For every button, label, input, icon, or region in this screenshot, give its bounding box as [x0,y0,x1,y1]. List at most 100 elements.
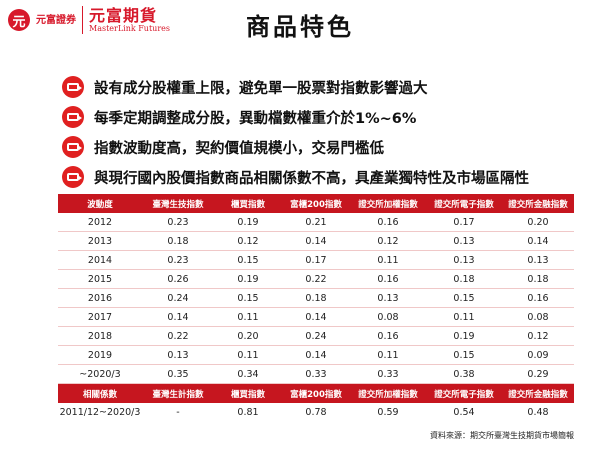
header-cell: 證交所加權指數 [350,194,426,213]
table-cell: 0.33 [282,364,350,384]
video-bullet-icon [62,76,84,98]
feature-text: 指數波動度高，契約價值規模小，交易門檻低 [94,140,384,157]
table-cell: 0.48 [527,406,549,418]
table-cell: 0.14 [282,231,350,251]
table-cell: 0.23 [142,213,214,232]
table-row: 2014 0.23 0.15 0.17 0.11 0.13 0.13 [58,250,574,270]
table-cell: 2014 [58,250,142,270]
table-cell: 0.18 [282,288,350,308]
header-cell: 富櫃200指數 [282,194,350,213]
table-cell: 0.14 [502,231,574,251]
header-cell: 證交所金融指數 [502,383,574,403]
table-row: 2016 0.24 0.15 0.18 0.13 0.15 0.16 [58,288,574,308]
feature-item: 與現行國內股價指數商品相關係數不高，具產業獨特性及市場區隔性 [62,162,582,192]
brand-name-en: MasterLink Futures [89,23,170,33]
table-cell: 0.13 [502,250,574,270]
brand-name-cn: 元富期貨 [89,5,158,25]
video-bullet-icon [62,136,84,158]
table-cell: 0.13 [426,250,502,270]
header-cell: 證交所電子指數 [426,194,502,213]
table-cell: 0.16 [502,288,574,308]
logo-securities-text: 元富證券 [36,14,76,26]
company-logo: 元 元富證券 元富期貨 MasterLink Futures [8,6,170,34]
feature-list: 設有成分股權重上限，避免單一股票對指數影響過大 每季定期調整成分股，異動檔數權重… [62,72,582,192]
source-note: 資料來源：期交所臺灣生技期貨市場簡報 [430,431,574,440]
table-row: 2019 0.13 0.11 0.14 0.11 0.15 0.09 [58,345,574,365]
table-cell: 0.11 [214,345,282,365]
table-cell: 0.13 [426,231,502,251]
table-cell: 0.14 [282,345,350,365]
table-cell: 0.12 [350,231,426,251]
table-cell: 0.22 [142,326,214,346]
table-cell: 0.19 [214,213,282,232]
table-cell: 2019 [58,345,142,365]
table-cell: 0.12 [214,231,282,251]
table-cell: 0.15 [214,288,282,308]
header-cell: 證交所金融指數 [502,194,574,213]
table-cell: 0.23 [142,250,214,270]
table-cell: 2017 [58,307,142,327]
table-cell: 0.15 [426,288,502,308]
table-cell: 0.13 [142,345,214,365]
table-cell: 0.11 [214,307,282,327]
table-cell: 0.11 [426,307,502,327]
correlation-header-row: 相關係數 臺灣生計指數 櫃買指數 富櫃200指數 證交所加權指數 證交所電子指數… [58,383,574,403]
table-cell: 0.16 [350,326,426,346]
correlation-row: 2011/12~2020/3 - 0.81 0.78 0.59 0.54 0.4… [58,403,574,421]
table-cell: 0.78 [305,406,327,418]
table-cell: 0.12 [502,326,574,346]
header-cell: 相關係數 [58,383,142,403]
table-cell: 0.14 [142,307,214,327]
table-cell: 0.24 [282,326,350,346]
table-cell: 0.20 [502,213,574,232]
table-cell: ~2020/3 [58,364,142,384]
table-cell: 2011/12~2020/3 [59,406,141,418]
feature-text: 設有成分股權重上限，避免單一股票對指數影響過大 [94,80,428,97]
header-cell: 富櫃200指數 [282,383,350,403]
table-cell: 0.18 [426,269,502,289]
table-cell: 2016 [58,288,142,308]
table-cell: 0.34 [214,364,282,384]
table-row: 2017 0.14 0.11 0.14 0.08 0.11 0.08 [58,307,574,327]
feature-text: 與現行國內股價指數商品相關係數不高，具產業獨特性及市場區隔性 [94,170,529,187]
table-cell: 0.09 [502,345,574,365]
table-cell: 2012 [58,213,142,232]
header-cell: 波動度 [58,194,142,213]
page-title: 商品特色 [246,13,354,41]
header-cell: 櫃買指數 [214,194,282,213]
table-cell: 0.14 [282,307,350,327]
table-row: 2013 0.18 0.12 0.14 0.12 0.13 0.14 [58,231,574,251]
table-cell: 0.16 [350,269,426,289]
table-cell: 0.15 [426,345,502,365]
table-cell: 0.17 [282,250,350,270]
volatility-correlation-table: 波動度 臺灣生技指數 櫃買指數 富櫃200指數 證交所加權指數 證交所電子指數 … [58,194,574,421]
header-cell: 臺灣生計指數 [142,383,214,403]
table-cell: 0.21 [282,213,350,232]
table-cell: 0.08 [350,307,426,327]
table-cell: 0.17 [426,213,502,232]
table-row: 2012 0.23 0.19 0.21 0.16 0.17 0.20 [58,213,574,232]
table-cell: - [176,406,180,418]
logo-mark-icon: 元 [8,9,30,31]
header-cell: 臺灣生技指數 [142,194,214,213]
video-bullet-icon [62,166,84,188]
header-cell: 證交所電子指數 [426,383,502,403]
header-cell: 證交所加權指數 [350,383,426,403]
table-cell: 0.16 [350,213,426,232]
table-cell: 0.24 [142,288,214,308]
table-cell: 0.38 [426,364,502,384]
table-cell: 0.18 [142,231,214,251]
table-cell: 0.59 [377,406,399,418]
table-cell: 0.19 [426,326,502,346]
volatility-body: 2012 0.23 0.19 0.21 0.16 0.17 0.20 2013 0.18 0.12… [58,213,574,384]
feature-text: 每季定期調整成分股，異動檔數權重介於1%~6% [94,110,417,127]
volatility-header-row: 波動度 臺灣生技指數 櫃買指數 富櫃200指數 證交所加權指數 證交所電子指數 … [58,194,574,213]
table-cell: 0.22 [282,269,350,289]
table-cell: 0.35 [142,364,214,384]
table-cell: 0.11 [350,345,426,365]
feature-item: 設有成分股權重上限，避免單一股票對指數影響過大 [62,72,582,102]
table-cell: 0.81 [237,406,259,418]
table-cell: 2015 [58,269,142,289]
feature-item: 指數波動度高，契約價值規模小，交易門檻低 [62,132,582,162]
table-cell: 0.54 [453,406,475,418]
